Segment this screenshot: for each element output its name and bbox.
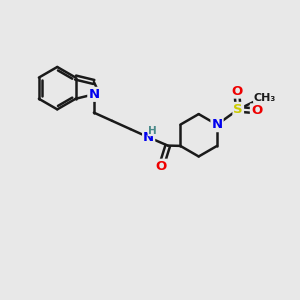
Text: CH₃: CH₃ (254, 93, 276, 103)
Text: N: N (88, 88, 99, 101)
Text: O: O (231, 85, 242, 98)
Text: S: S (233, 103, 243, 116)
Text: O: O (251, 104, 262, 117)
Text: H: H (148, 126, 157, 136)
Text: N: N (212, 118, 223, 131)
Text: N: N (143, 131, 154, 144)
Text: O: O (156, 160, 167, 173)
